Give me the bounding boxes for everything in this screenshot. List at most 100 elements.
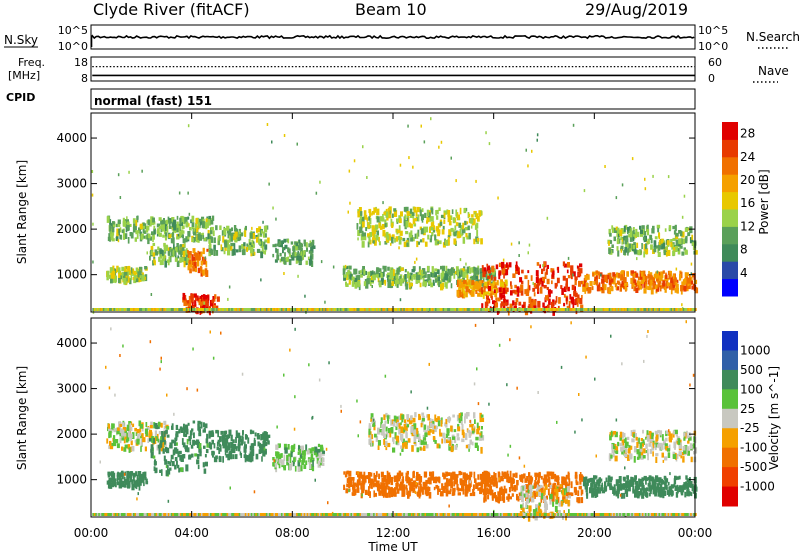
heatmap-cell	[416, 447, 420, 453]
heatmap-cell	[615, 196, 618, 200]
heatmap-cell	[497, 196, 499, 200]
heatmap-cell	[499, 293, 503, 300]
heatmap-cell	[619, 436, 622, 441]
heatmap-cell	[302, 308, 305, 311]
heatmap-cell	[403, 308, 406, 311]
colorbar-swatch	[722, 191, 738, 210]
heatmap-cell	[464, 473, 468, 481]
heatmap-cell	[374, 492, 377, 497]
heatmap-cell	[157, 444, 161, 449]
heatmap-cell	[644, 177, 646, 181]
heatmap-cell	[322, 450, 325, 454]
heatmap-cell	[298, 255, 302, 262]
heatmap-cell	[441, 270, 445, 277]
heatmap-cell	[207, 230, 210, 236]
heatmap-cell	[139, 478, 142, 484]
heatmap-cell	[526, 288, 530, 293]
heatmap-cell	[256, 228, 259, 233]
colorbar-swatch	[722, 174, 738, 193]
heatmap-cell	[475, 275, 479, 282]
heatmap-cell	[404, 419, 407, 424]
heatmap-cell	[106, 216, 110, 223]
heatmap-cell	[625, 308, 628, 311]
heatmap-cell	[480, 431, 483, 438]
heatmap-cell	[413, 206, 417, 213]
heatmap-cell	[152, 242, 156, 246]
heatmap-cell	[465, 233, 468, 238]
heatmap-cell	[521, 510, 524, 515]
heatmap-cell	[689, 437, 692, 441]
heatmap-cell	[471, 267, 474, 273]
heatmap-cell	[279, 258, 282, 263]
heatmap-cell	[468, 476, 472, 481]
heatmap-cell	[548, 484, 551, 487]
heatmap-cell	[124, 444, 128, 449]
heatmap-cell	[397, 229, 400, 234]
heatmap-cell	[504, 264, 508, 269]
heatmap-cell	[437, 241, 439, 245]
heatmap-cell	[476, 229, 479, 237]
heatmap-cell	[392, 421, 396, 427]
heatmap-cell	[483, 286, 486, 292]
heatmap-cell	[434, 425, 436, 429]
heatmap-cell	[450, 445, 454, 453]
heatmap-cell	[228, 429, 232, 436]
heatmap-cell	[509, 470, 512, 478]
heatmap-cell	[672, 250, 676, 256]
heatmap-cell	[353, 268, 357, 275]
heatmap-cell	[416, 240, 419, 248]
heatmap-cell	[510, 308, 513, 311]
heatmap-cell	[653, 246, 657, 253]
heatmap-cell	[375, 234, 379, 241]
heatmap-cell	[179, 231, 182, 239]
heatmap-cell	[491, 490, 494, 495]
heatmap-cell	[226, 308, 229, 311]
heatmap-cell	[678, 238, 682, 245]
heatmap-cell	[385, 231, 389, 238]
heatmap-cell	[190, 293, 193, 299]
heatmap-cell	[522, 502, 524, 509]
heatmap-cell	[132, 218, 136, 224]
heatmap-cell	[250, 430, 255, 434]
heatmap-cell	[145, 478, 148, 484]
colorbar-tick-label: 16	[740, 196, 755, 210]
heatmap-cell	[275, 308, 277, 311]
heatmap-cell	[302, 250, 306, 255]
heatmap-cell	[675, 234, 679, 240]
heatmap-cell	[436, 443, 440, 449]
heatmap-cell	[641, 441, 645, 445]
heatmap-cell	[172, 250, 175, 255]
heatmap-cell	[157, 246, 160, 251]
heatmap-cell	[658, 239, 661, 246]
heatmap-cell	[369, 483, 371, 489]
heatmap-cell	[145, 308, 148, 311]
heatmap-cell	[518, 271, 520, 275]
heatmap-cell	[693, 308, 696, 311]
heatmap-cell	[586, 308, 588, 311]
heatmap-cell	[691, 483, 694, 487]
heatmap-cell	[425, 271, 427, 278]
heatmap-cell	[642, 487, 646, 494]
heatmap-cell	[675, 232, 679, 237]
heatmap-cell	[395, 441, 398, 445]
heatmap-cell	[296, 142, 298, 146]
heatmap-cell	[660, 489, 663, 493]
heatmap-cell	[390, 492, 394, 498]
heatmap-cell	[599, 478, 603, 482]
heatmap-cell	[136, 234, 139, 239]
heatmap-cell	[426, 216, 430, 223]
heatmap-cell	[556, 491, 559, 496]
heatmap-cell	[294, 246, 298, 251]
heatmap-cell	[263, 440, 266, 447]
heatmap-cell	[382, 213, 384, 218]
heatmap-cell	[297, 460, 300, 467]
heatmap-cell	[106, 438, 109, 444]
heatmap-cell	[135, 471, 138, 477]
heatmap-cell	[176, 227, 179, 233]
heatmap-cell	[431, 208, 434, 215]
heatmap-cell	[193, 261, 197, 269]
heatmap-cell	[402, 484, 406, 488]
heatmap-cell	[227, 446, 230, 450]
heatmap-cell	[150, 451, 154, 459]
heatmap-cell	[454, 308, 457, 311]
